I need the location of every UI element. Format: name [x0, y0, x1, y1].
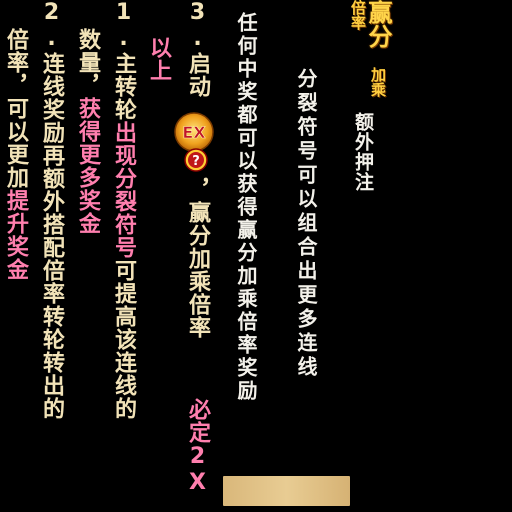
- item1-line-a-highlight: 出现分裂符号: [111, 121, 136, 259]
- item2-line-b: 倍率，可以更加提升奖金: [3, 28, 28, 281]
- logo-main-text: 赢分: [364, 0, 392, 48]
- item2-line-b-highlight: 提升奖金: [3, 189, 28, 281]
- logo-sub-text: 加乘倍率: [349, 0, 387, 97]
- item3-after-badge: ，赢分加乘倍率: [185, 178, 210, 339]
- item2-line-a: 2.连线奖励再额外搭配倍率转轮转出的: [39, 0, 64, 420]
- extra-bet-label: 额外押注: [352, 112, 374, 192]
- item3-tail: 以上: [146, 36, 171, 82]
- item2-line-b-prefix: 倍率，可以更加: [3, 28, 28, 189]
- item1-line-a-suffix: 可提高该连线的: [111, 259, 136, 420]
- win-multiplier-logo: 赢分 加乘倍率: [342, 0, 392, 110]
- badge-text: EX: [182, 123, 206, 142]
- badge-mark: ?: [192, 154, 200, 169]
- item1-line-a: 1.主转轮出现分裂符号可提高该连线的: [111, 0, 136, 420]
- ex-badge-icon: EX ?: [174, 112, 214, 172]
- line-any-win: 任何中奖都可以获得赢分加乘倍率奖励: [234, 12, 258, 403]
- item3-prefix: 3.启动: [185, 0, 210, 98]
- item1-line-b-prefix: 数量，: [75, 28, 100, 97]
- gold-bar: [223, 476, 350, 506]
- item1-line-b: 数量，获得更多奖金: [75, 28, 100, 235]
- item3-highlight: 必定2X: [185, 398, 210, 496]
- item1-line-a-prefix: 1.主转轮: [111, 0, 136, 121]
- line-split-symbols: 分裂符号可以组合出更多连线: [294, 68, 318, 380]
- item1-line-b-highlight: 获得更多奖金: [75, 97, 100, 235]
